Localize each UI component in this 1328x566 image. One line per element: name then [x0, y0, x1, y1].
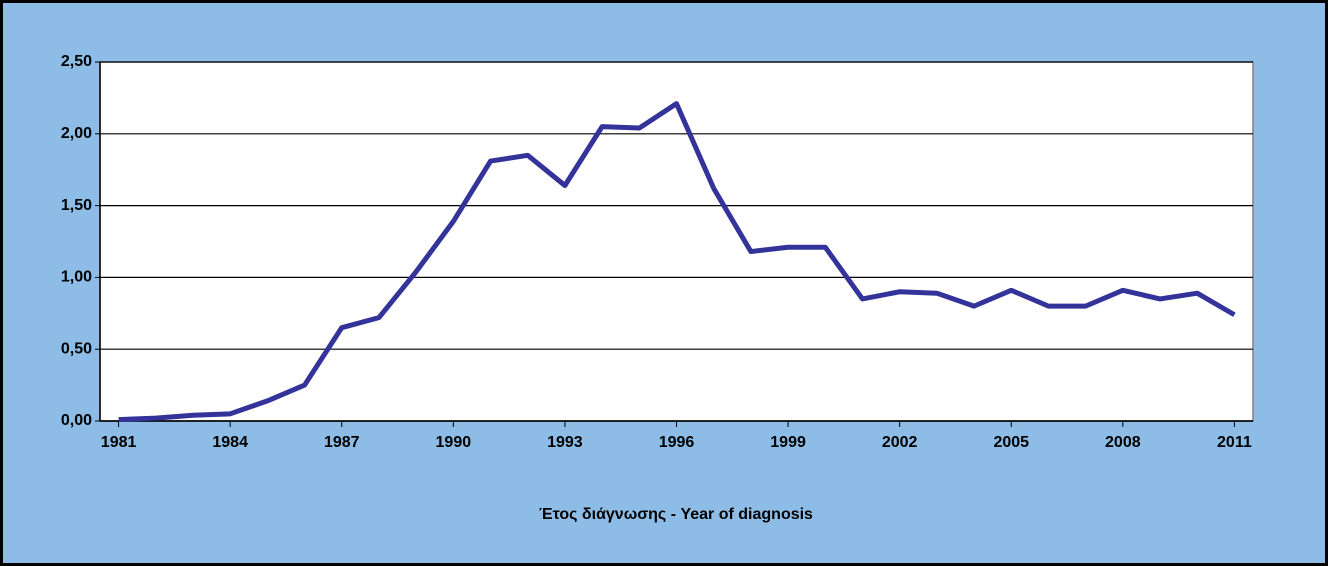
x-tick-label: 1999	[770, 434, 806, 451]
y-tick-label: 2,00	[61, 125, 92, 142]
y-tick-label: 2,50	[61, 53, 92, 70]
x-axis-label: Έτος διάγνωσης - Year of diagnosis	[539, 506, 813, 523]
x-tick-label: 2011	[1217, 434, 1252, 451]
y-tick-label: 1,50	[61, 197, 92, 214]
x-tick-label: 2008	[1105, 434, 1141, 451]
x-tick-label: 1993	[547, 434, 583, 451]
x-tick-label: 2002	[882, 434, 918, 451]
x-tick-label: 2005	[993, 434, 1029, 451]
y-tick-label: 0,50	[61, 340, 92, 357]
x-tick-label: 1987	[324, 434, 360, 451]
x-tick-label: 1981	[101, 434, 137, 451]
x-tick-label: 1984	[212, 434, 248, 451]
y-tick-label: 1,00	[61, 269, 92, 286]
data-line	[118, 101, 1236, 423]
x-tick-label: 1990	[436, 434, 472, 451]
y-tick-label: 0,00	[61, 412, 92, 429]
x-tick-label: 1996	[659, 434, 695, 451]
plot-area	[99, 61, 1254, 422]
